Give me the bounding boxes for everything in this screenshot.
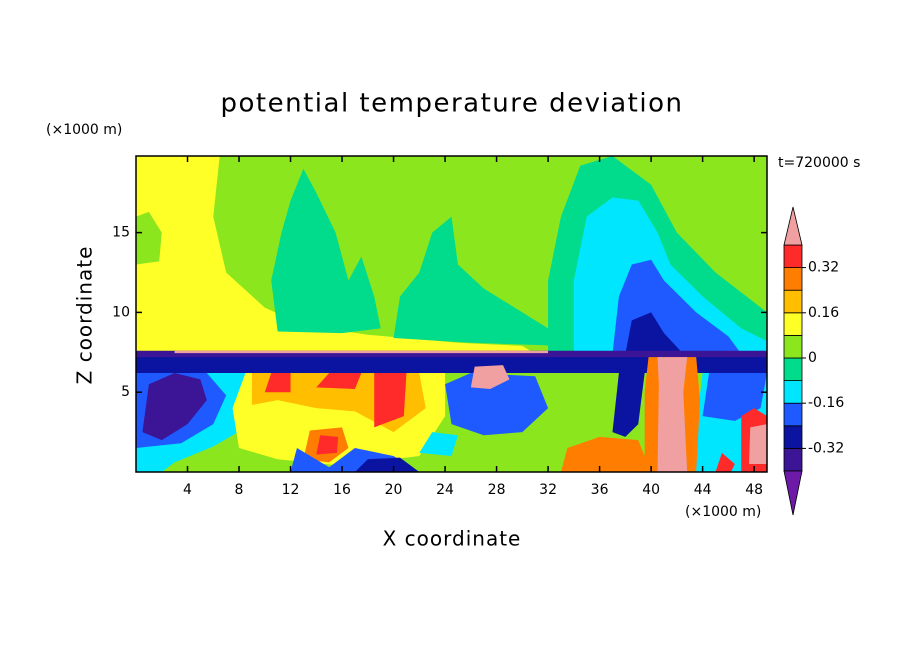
- contour-region: [470, 365, 510, 390]
- contour-region: [715, 452, 735, 472]
- x-tick-label: 12: [282, 482, 300, 498]
- contour-region: [136, 211, 162, 265]
- colorbar-tick-label: 0.32: [808, 260, 839, 276]
- plot-frame: [135, 155, 768, 473]
- contour-region: [174, 350, 549, 354]
- contour-region: [354, 457, 420, 472]
- colorbar-tick-label: -0.32: [808, 440, 844, 456]
- contour-region: [393, 216, 561, 346]
- contour-region: [142, 373, 207, 441]
- y-tick-label: 5: [121, 384, 130, 400]
- x-tick-label: 32: [539, 482, 557, 498]
- colorbar-tick-label: -0.16: [808, 395, 844, 411]
- colorbar-tick-label: 0.16: [808, 305, 839, 321]
- x-tick-label: 4: [183, 482, 192, 498]
- colorbar-tick-label: 0: [808, 350, 817, 366]
- contour-region: [702, 373, 767, 421]
- x-tick-label: 24: [436, 482, 454, 498]
- x-unit: (×1000 m): [685, 504, 761, 520]
- contour-region: [316, 373, 362, 390]
- time-label: t=720000 s: [778, 155, 860, 171]
- y-axis-label: Z coordinate: [73, 246, 97, 385]
- colorbar-box: [783, 357, 803, 382]
- colorbar-box: [783, 334, 803, 359]
- contour-region: [560, 436, 652, 472]
- x-tick-label: 16: [333, 482, 351, 498]
- x-tick-label: 48: [745, 482, 763, 498]
- x-tick-label: 40: [642, 482, 660, 498]
- contour-region: [271, 168, 381, 334]
- x-axis-label: X coordinate: [383, 527, 522, 551]
- colorbar-extend-bottom: [783, 470, 803, 516]
- contour-region: [264, 373, 291, 393]
- contour-region: [136, 156, 536, 354]
- colorbar-extend-top: [783, 206, 803, 246]
- colorbar-box: [783, 380, 803, 404]
- contour-region: [612, 373, 645, 437]
- colorbar-box: [783, 312, 803, 336]
- colorbar-box: [783, 402, 803, 427]
- colorbar-box: [783, 244, 803, 269]
- x-tick-label: 28: [488, 482, 506, 498]
- colorbar-box: [783, 425, 803, 449]
- colorbar: -0.32 -0.16 0 0.16 0.32: [783, 206, 844, 516]
- x-tick-label: 20: [385, 482, 403, 498]
- x-tick-label: 8: [235, 482, 244, 498]
- x-tick-label: 36: [591, 482, 609, 498]
- colorbar-box: [783, 289, 803, 314]
- x-tick-label: 44: [694, 482, 712, 498]
- contour-region: [748, 424, 767, 465]
- colorbar-box: [783, 447, 803, 472]
- contour-region: [316, 435, 339, 455]
- contour-region: [445, 373, 549, 436]
- contour-region: [419, 432, 458, 457]
- y-unit: (×1000 m): [46, 122, 122, 138]
- contour-region: [136, 354, 767, 374]
- contour-region: [625, 312, 684, 354]
- contour-region: [657, 357, 688, 472]
- contour-field: [136, 156, 767, 472]
- contour-region: [374, 373, 407, 428]
- chart-title: potential temperature deviation: [221, 89, 684, 119]
- colorbar-box: [783, 267, 803, 291]
- y-tick-label: 15: [112, 225, 130, 241]
- y-tick-label: 10: [112, 304, 130, 320]
